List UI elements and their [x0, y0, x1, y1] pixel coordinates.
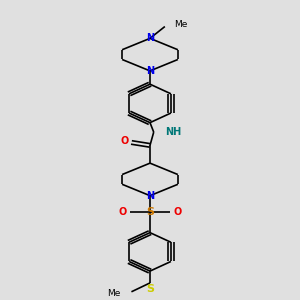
Text: N: N	[146, 66, 154, 76]
Text: N: N	[146, 33, 154, 43]
Text: S: S	[146, 284, 154, 294]
Text: O: O	[118, 207, 126, 217]
Text: O: O	[174, 207, 182, 217]
Text: O: O	[121, 136, 129, 146]
Text: Me: Me	[174, 20, 188, 29]
Text: NH: NH	[165, 127, 181, 137]
Text: N: N	[146, 191, 154, 201]
Text: Me: Me	[107, 289, 120, 298]
Text: S: S	[146, 207, 154, 217]
